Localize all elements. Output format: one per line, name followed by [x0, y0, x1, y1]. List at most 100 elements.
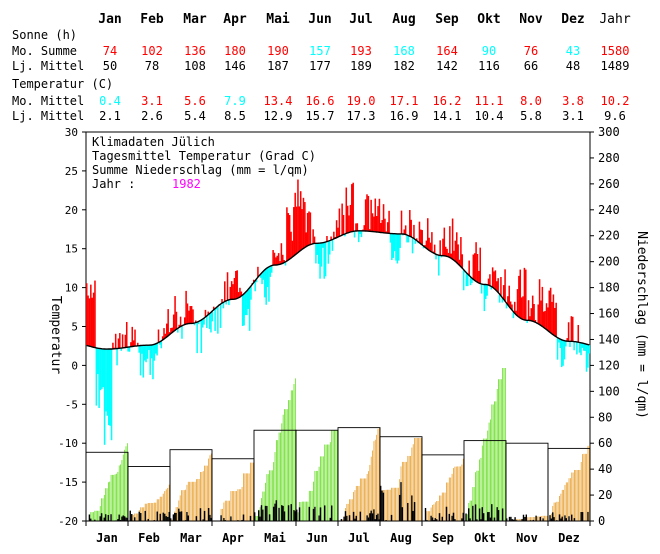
right-tick-label: 100 [598, 384, 620, 398]
daily-temperature-bar [363, 225, 365, 231]
cumulative-precip-bar [585, 454, 586, 521]
daily-temperature-bar [188, 311, 190, 324]
daily-temperature-bar [467, 274, 469, 286]
sun-mean-value: 50 [103, 59, 117, 73]
axis-month-label: Dez [558, 531, 580, 545]
temp-lt-value: 14.1 [433, 109, 462, 123]
daily-temperature-bar [520, 270, 522, 318]
daily-temperature-bar [100, 349, 102, 391]
daily-temperature-bar [144, 345, 146, 360]
cumulative-precip-bar [392, 488, 393, 521]
cumulative-precip-bar [478, 471, 479, 521]
cumulative-precip-bar [226, 501, 227, 521]
legend-temperature-label: Tagesmittel Temperatur (Grad C) [92, 149, 316, 163]
daily-temperature-bar [192, 309, 194, 323]
cumulative-precip-bar [363, 478, 364, 521]
cumulative-precip-bar [103, 498, 104, 521]
cumulative-precip-bar [410, 456, 411, 521]
left-tick-label: -20 [58, 515, 78, 528]
daily-temperature-bar [250, 286, 252, 300]
daily-temperature-bar [145, 345, 147, 362]
cumulative-precip-bar [308, 502, 309, 521]
temp-lt-value: 16.9 [390, 109, 419, 123]
cumulative-precip-bar [330, 442, 331, 521]
daily-temperature-bar [452, 219, 454, 260]
cumulative-precip-bar [483, 439, 484, 521]
daily-temperature-bar [568, 322, 570, 341]
cumulative-precip-bar [109, 482, 110, 521]
cumulative-precip-bar [189, 482, 190, 521]
daily-temperature-bar [525, 270, 527, 321]
cumulative-precip-bar [532, 517, 533, 521]
daily-temperature-bar [239, 288, 241, 297]
daily-temperature-bar [542, 287, 544, 327]
daily-temperature-bar [105, 349, 107, 411]
daily-temperature-bar [531, 308, 533, 321]
daily-temperature-bar [410, 220, 412, 237]
daily-temperature-bar [220, 304, 222, 328]
daily-temperature-bar [384, 219, 386, 233]
temp-lt-value: 12.9 [264, 109, 293, 123]
header-month-6: Jul [349, 12, 372, 27]
daily-temperature-bar [299, 206, 301, 251]
right-tick-label: 40 [598, 462, 612, 476]
daily-temperature-bar [528, 300, 530, 320]
cumulative-precip-bar [588, 446, 589, 521]
monthly-precip-normal-box [506, 443, 548, 521]
right-tick-label: 160 [598, 307, 620, 321]
cumulative-precip-bar [562, 490, 563, 521]
sun-mean-value: 116 [478, 59, 500, 73]
cumulative-precip-bar [161, 497, 162, 521]
cumulative-precip-bar [319, 467, 320, 521]
daily-temperature-bar [412, 238, 414, 254]
daily-temperature-bar [304, 202, 306, 247]
sun-sum-value: 164 [436, 44, 458, 58]
cumulative-precip-bar [303, 502, 304, 521]
climate-mean-curve [87, 231, 590, 349]
left-tick-label: 15 [65, 243, 78, 256]
cumulative-precip-bar [243, 473, 244, 521]
daily-temperature-bar [497, 278, 499, 292]
daily-temperature-bar [463, 270, 465, 291]
daily-temperature-bar [398, 234, 400, 261]
daily-temperature-bar [381, 220, 383, 233]
daily-temperature-bar [586, 344, 588, 372]
cumulative-precip-bar [124, 450, 125, 521]
daily-temperature-bar [554, 308, 556, 336]
cumulative-precip-bar [384, 490, 385, 521]
daily-temperature-bar [261, 272, 263, 284]
cumulative-precip-bar [312, 491, 313, 521]
cumulative-precip-bar [577, 470, 578, 521]
daily-temperature-bar [392, 234, 394, 258]
daily-temperature-bar [474, 253, 476, 280]
daily-temperature-bar [187, 303, 189, 323]
daily-temperature-bar [579, 342, 581, 352]
cumulative-precip-bar [434, 504, 435, 521]
daily-temperature-bar [154, 344, 156, 360]
cumulative-precip-bar [112, 475, 113, 521]
daily-temperature-bar [209, 314, 211, 330]
cumulative-precip-bar [497, 389, 498, 521]
cumulative-precip-bar [566, 482, 567, 521]
cumulative-precip-bar [98, 511, 99, 521]
cumulative-precip-bar [294, 384, 295, 521]
cumulative-precip-bar [375, 440, 376, 521]
cumulative-precip-bar [369, 465, 370, 521]
daily-temperature-bar [500, 277, 502, 296]
daily-temperature-bar [235, 271, 237, 299]
sun-sum-value: 193 [350, 44, 372, 58]
daily-temperature-bar [173, 315, 175, 332]
daily-temperature-bar [101, 349, 103, 389]
daily-temperature-bar [270, 266, 272, 277]
cumulative-precip-bar [359, 486, 360, 521]
cumulative-precip-bar [317, 471, 318, 521]
cumulative-precip-bar [403, 462, 404, 521]
daily-temperature-bar [176, 312, 178, 329]
cumulative-precip-bar [544, 516, 545, 521]
sun-section-label: Sonne (h) [12, 28, 77, 42]
cumulative-precip-bar [249, 473, 250, 521]
daily-temperature-bar [473, 255, 475, 280]
cumulative-precip-bar [471, 501, 472, 521]
cumulative-precip-bar [149, 503, 150, 521]
cumulative-precip-bar [570, 478, 571, 521]
